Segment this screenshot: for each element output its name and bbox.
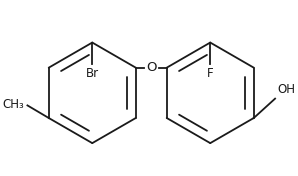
Text: OH: OH xyxy=(277,83,295,96)
Text: O: O xyxy=(146,61,156,74)
Text: CH₃: CH₃ xyxy=(3,98,24,111)
Text: Br: Br xyxy=(86,67,99,80)
Text: F: F xyxy=(207,67,214,80)
